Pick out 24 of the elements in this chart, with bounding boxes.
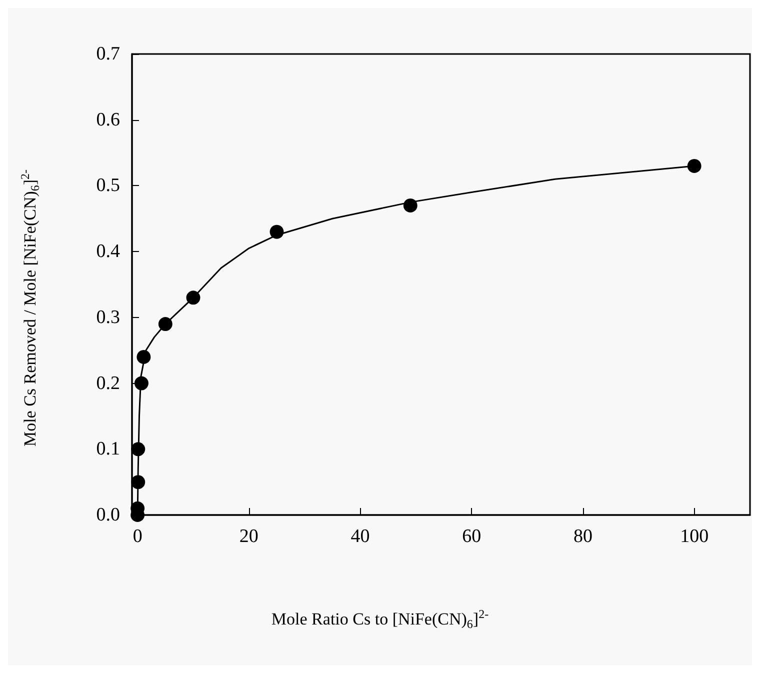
y-tick-label: 0.5 [96, 175, 120, 196]
y-tick-label: 0.3 [96, 306, 120, 328]
x-tick-label: 20 [239, 526, 258, 547]
y-tick-label: 0.4 [96, 241, 120, 262]
y-tick-label: 0.1 [96, 438, 120, 460]
x-tick-label: 100 [680, 526, 709, 547]
point [403, 198, 418, 212]
y-axis-title: Mole Cs Removed / Mole [NiFe(CN)6]2- [18, 169, 42, 447]
point [186, 290, 200, 305]
point [131, 475, 146, 490]
point [131, 442, 146, 456]
y-tick-label: 0.6 [96, 109, 120, 130]
x-tick-label: 40 [350, 526, 370, 547]
point [134, 376, 148, 390]
point [270, 224, 284, 239]
x-tick-label: 80 [573, 526, 592, 547]
x-tick-label: 0 [132, 526, 142, 547]
y-tick-label: 0.2 [96, 372, 120, 394]
point [687, 158, 702, 173]
point [136, 350, 151, 364]
y-tick-label: 0.0 [96, 504, 120, 526]
x-tick-label: 60 [462, 526, 482, 547]
point [158, 317, 172, 332]
y-tick-label: 0.7 [96, 44, 120, 64]
